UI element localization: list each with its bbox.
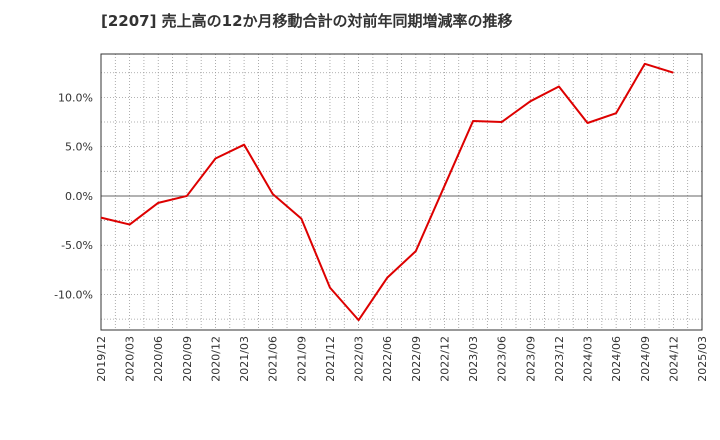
x-tick-label: 2023/03 [467, 336, 480, 382]
y-tick-label: -5.0% [61, 239, 93, 252]
x-tick-label: 2025/03 [696, 336, 709, 382]
x-tick-label: 2024/12 [667, 336, 680, 382]
x-tick-label: 2020/03 [124, 336, 137, 382]
x-tick-label: 2021/03 [238, 336, 251, 382]
horizontal-gridlines [101, 72, 702, 320]
x-tick-label: 2024/09 [639, 336, 652, 382]
y-axis-tick-labels: 10.0% 5.0% 0.0% -5.0% -10.0% [54, 91, 93, 301]
x-tick-label: 2020/06 [152, 336, 165, 382]
y-tick-label: 5.0% [65, 141, 93, 154]
x-tick-label: 2021/12 [324, 336, 337, 382]
x-tick-label: 2022/03 [353, 336, 366, 382]
y-tick-label: -10.0% [54, 289, 93, 302]
x-tick-label: 2023/12 [553, 336, 566, 382]
x-tick-label: 2022/12 [438, 336, 451, 382]
x-tick-label: 2022/06 [381, 336, 394, 382]
plot-area-frame [100, 53, 703, 331]
x-tick-label: 2024/06 [610, 336, 623, 382]
y-tick-label: 0.0% [65, 190, 93, 203]
x-tick-label: 2020/12 [209, 336, 222, 382]
x-tick-label: 2024/03 [582, 336, 595, 382]
x-tick-label: 2021/09 [295, 336, 308, 382]
series-line [100, 62, 674, 322]
x-tick-label: 2020/09 [181, 336, 194, 382]
x-tick-label: 2019/12 [95, 336, 108, 382]
x-tick-label: 2021/06 [267, 336, 280, 382]
x-tick-label: 2023/09 [524, 336, 537, 382]
x-tick-label: 2023/06 [496, 336, 509, 382]
x-axis-tick-labels: 2019/12 2020/03 2020/06 2020/09 2020/12 2021/… [95, 336, 709, 382]
y-tick-label: 10.0% [58, 91, 93, 104]
series-group [100, 62, 674, 322]
chart-title: [2207] 売上高の12か月移動合計の対前年同期増減率の推移 [101, 12, 513, 30]
vertical-gridlines [114, 54, 689, 330]
x-tick-label: 2022/09 [410, 336, 423, 382]
